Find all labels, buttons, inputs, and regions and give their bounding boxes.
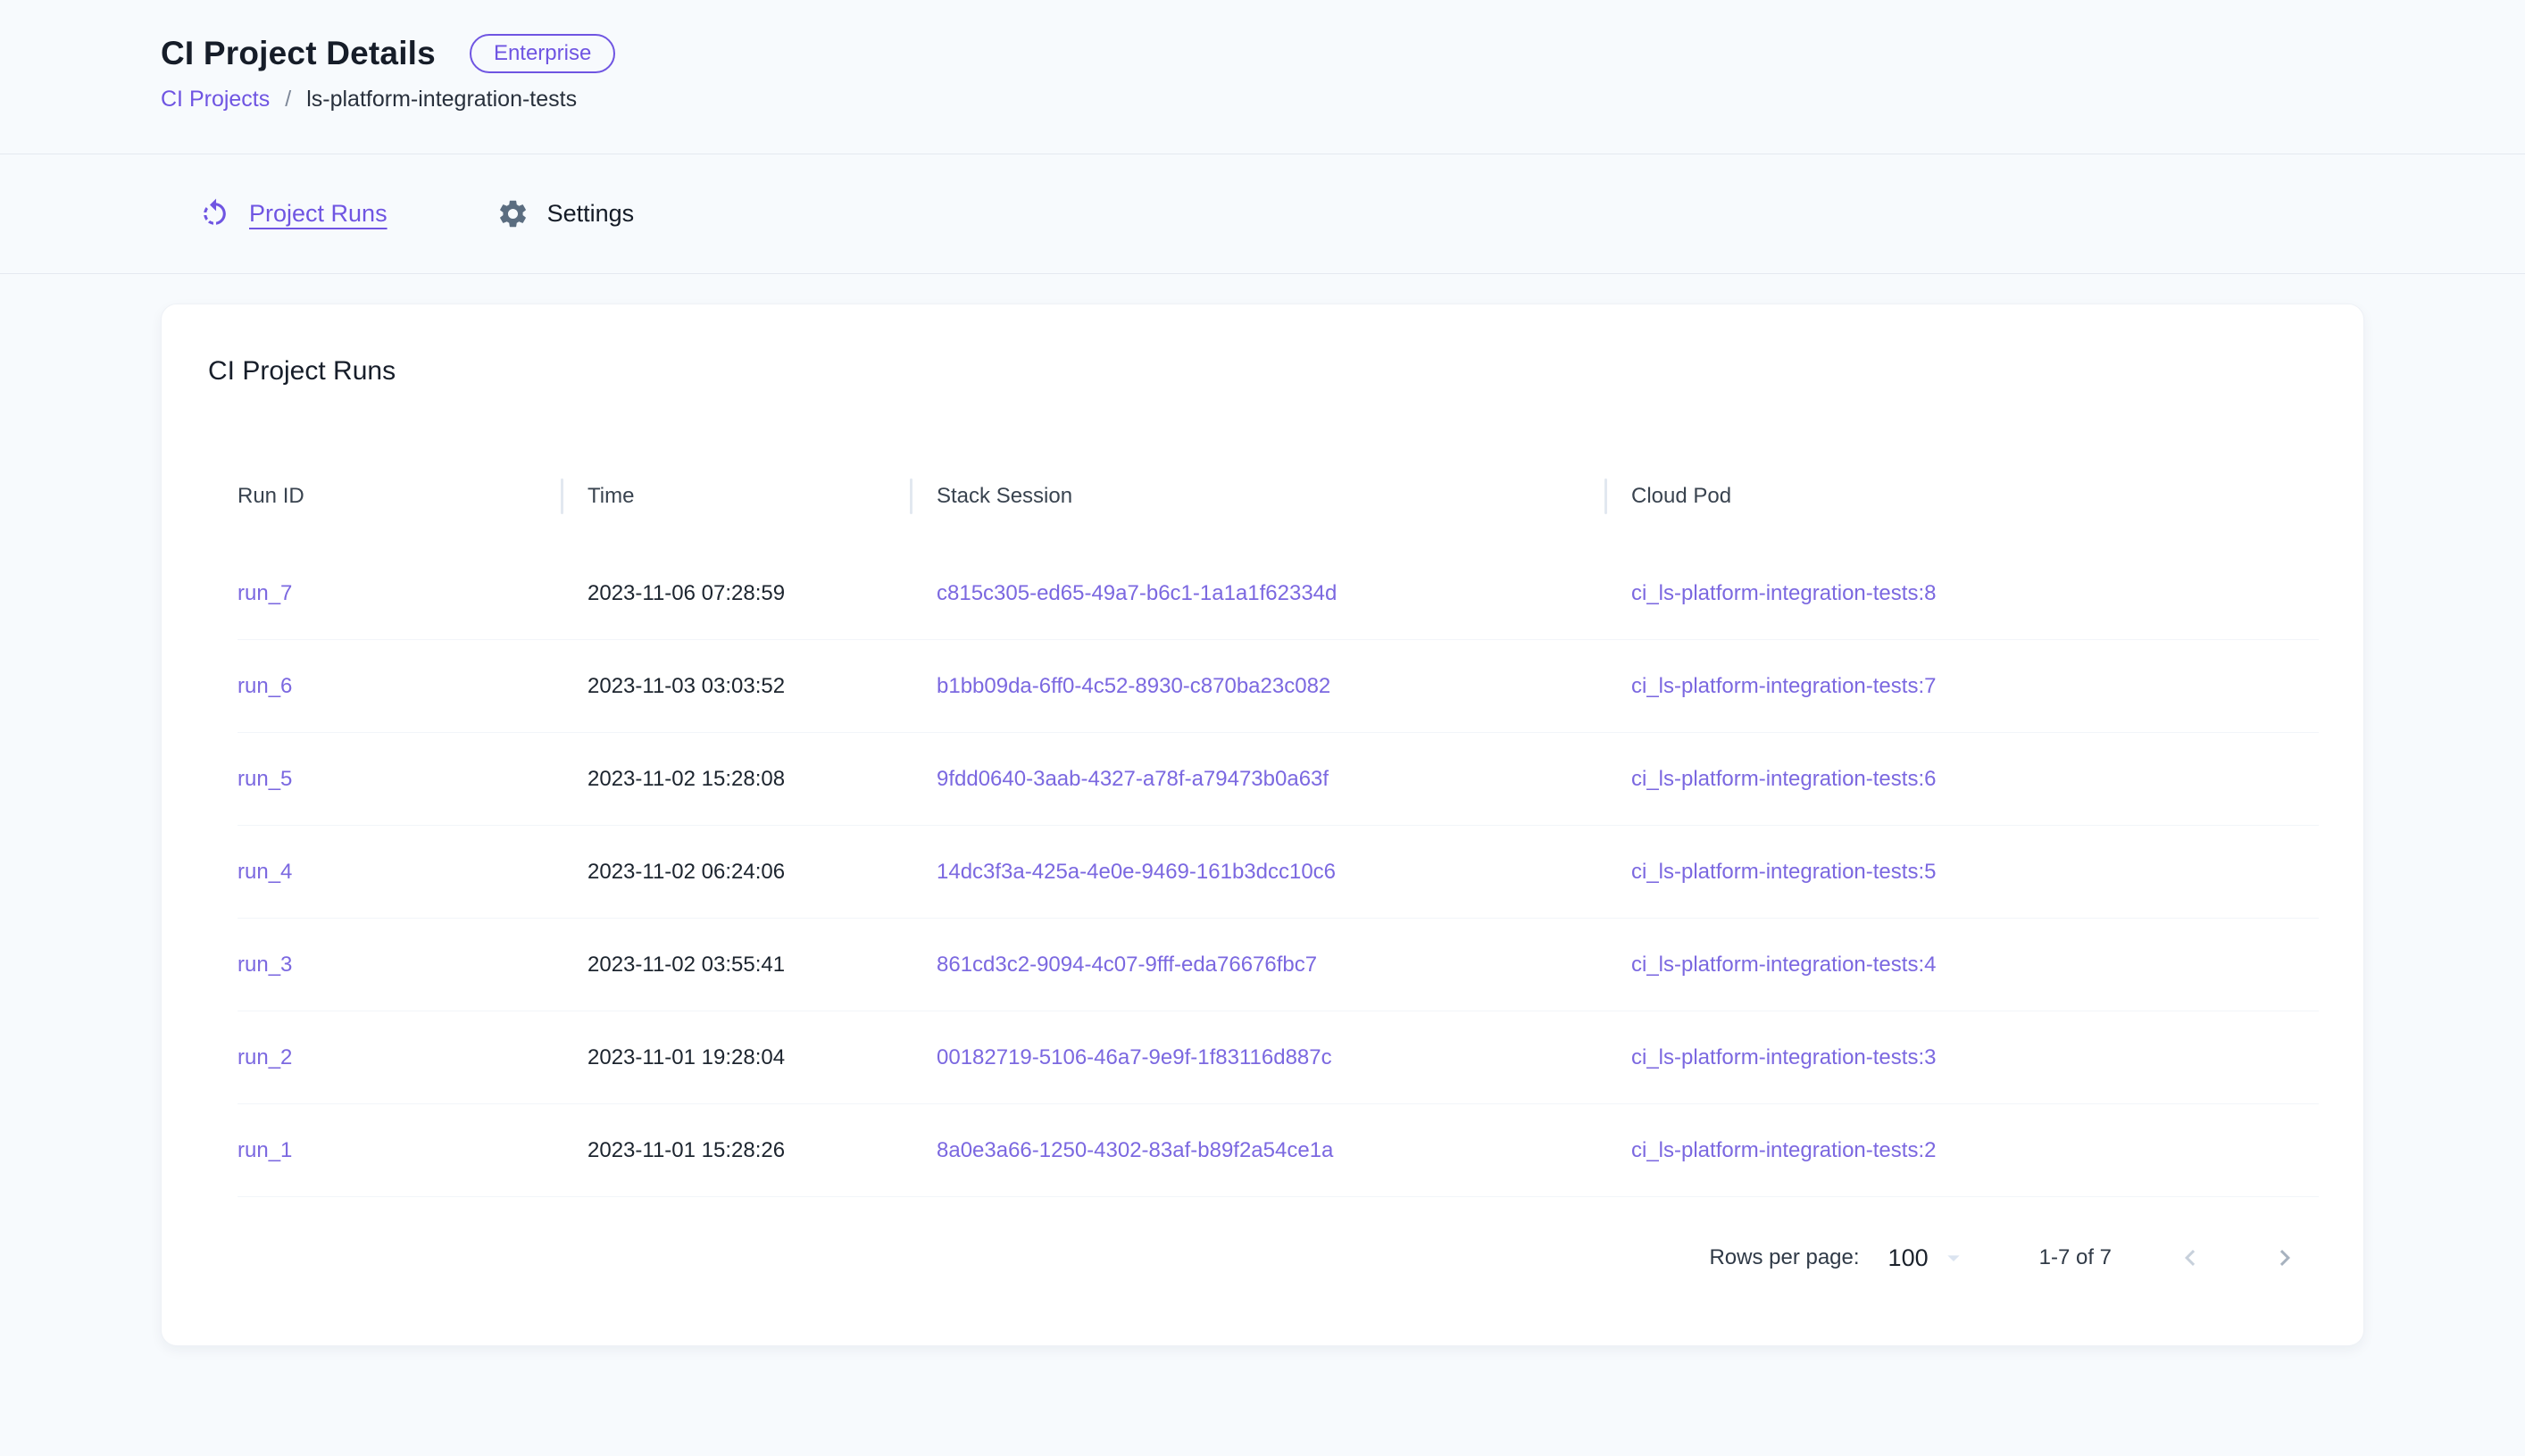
run-time: 2023-11-02 03:55:41	[588, 952, 786, 977]
cloud-pod-link[interactable]: ci_ls-platform-integration-tests:8	[1631, 580, 1937, 605]
column-header-cloud-pod: Cloud Pod	[1604, 484, 2319, 509]
table-row: run_3 2023-11-02 03:55:41 861cd3c2-9094-…	[238, 919, 2319, 1011]
pagination-range: 1-7 of 7	[2038, 1245, 2112, 1269]
runs-table: Run ID Time Stack Session Cloud Pod run_…	[238, 465, 2319, 1295]
cloud-pod-link[interactable]: ci_ls-platform-integration-tests:7	[1631, 673, 1937, 698]
main-content: CI Project Runs Run ID Time Stack Sessio…	[0, 304, 2525, 1346]
cloud-pod-link[interactable]: ci_ls-platform-integration-tests:4	[1631, 952, 1937, 977]
tab-project-runs-label[interactable]: Project Runs	[249, 200, 388, 227]
table-row: run_2 2023-11-01 19:28:04 00182719-5106-…	[238, 1011, 2319, 1104]
table-row: run_1 2023-11-01 15:28:26 8a0e3a66-1250-…	[238, 1104, 2319, 1197]
stack-session-link[interactable]: c815c305-ed65-49a7-b6c1-1a1a1f62334d	[937, 580, 1338, 605]
title-row: CI Project Details Enterprise	[161, 34, 2525, 74]
rows-per-page-select[interactable]: 100	[1888, 1244, 1968, 1272]
tabs-bar: Project Runs Settings	[0, 154, 2525, 274]
enterprise-badge: Enterprise	[469, 34, 616, 74]
run-id-link[interactable]: run_1	[238, 1137, 293, 1162]
breadcrumb-link-ci-projects[interactable]: CI Projects	[161, 87, 271, 112]
run-time: 2023-11-03 03:03:52	[588, 673, 786, 698]
run-time: 2023-11-02 06:24:06	[588, 859, 786, 884]
previous-page-button[interactable]	[2174, 1242, 2206, 1274]
stack-session-link[interactable]: 14dc3f3a-425a-4e0e-9469-161b3dcc10c6	[937, 859, 1337, 884]
run-id-link[interactable]: run_6	[238, 673, 293, 698]
table-row: run_7 2023-11-06 07:28:59 c815c305-ed65-…	[238, 547, 2319, 640]
ci-project-runs-card: CI Project Runs Run ID Time Stack Sessio…	[161, 304, 2364, 1346]
stack-session-link[interactable]: 861cd3c2-9094-4c07-9fff-eda76676fbc7	[937, 952, 1318, 977]
card-title: CI Project Runs	[208, 356, 396, 386]
next-page-button[interactable]	[2269, 1242, 2301, 1274]
table-row: run_6 2023-11-03 03:03:52 b1bb09da-6ff0-…	[238, 640, 2319, 733]
breadcrumb-separator: /	[285, 87, 292, 112]
run-id-link[interactable]: run_5	[238, 766, 293, 791]
run-time: 2023-11-01 15:28:26	[588, 1137, 786, 1162]
cloud-pod-link[interactable]: ci_ls-platform-integration-tests:5	[1631, 859, 1937, 884]
run-id-link[interactable]: run_7	[238, 580, 293, 605]
tab-project-runs[interactable]: Project Runs	[198, 197, 388, 230]
breadcrumb-current: ls-platform-integration-tests	[306, 87, 578, 112]
stack-session-link[interactable]: 9fdd0640-3aab-4327-a78f-a79473b0a63f	[937, 766, 1329, 791]
run-time: 2023-11-06 07:28:59	[588, 580, 786, 605]
page-title: CI Project Details	[161, 34, 436, 71]
history-icon	[198, 197, 231, 230]
run-id-link[interactable]: run_4	[238, 859, 293, 884]
rows-per-page-label: Rows per page:	[1709, 1245, 1860, 1269]
stack-session-link[interactable]: 00182719-5106-46a7-9e9f-1f83116d887c	[937, 1044, 1332, 1069]
column-header-stack-session: Stack Session	[910, 484, 1604, 509]
run-id-link[interactable]: run_3	[238, 952, 293, 977]
run-id-link[interactable]: run_2	[238, 1044, 293, 1069]
tab-settings[interactable]: Settings	[496, 197, 635, 230]
column-header-time: Time	[561, 484, 910, 509]
dropdown-arrow-icon	[1946, 1255, 1960, 1261]
run-time: 2023-11-01 19:28:04	[588, 1044, 786, 1069]
stack-session-link[interactable]: 8a0e3a66-1250-4302-83af-b89f2a54ce1a	[937, 1137, 1334, 1162]
cloud-pod-link[interactable]: ci_ls-platform-integration-tests:3	[1631, 1044, 1937, 1069]
table-body: run_7 2023-11-06 07:28:59 c815c305-ed65-…	[238, 528, 2319, 1197]
chevron-right-icon	[2279, 1250, 2290, 1266]
breadcrumb: CI Projects / ls-platform-integration-te…	[161, 87, 2525, 112]
page-header: CI Project Details Enterprise CI Project…	[0, 0, 2525, 154]
rows-per-page-value: 100	[1888, 1244, 1929, 1271]
tab-settings-label: Settings	[546, 200, 635, 227]
cloud-pod-link[interactable]: ci_ls-platform-integration-tests:2	[1631, 1137, 1937, 1162]
cloud-pod-link[interactable]: ci_ls-platform-integration-tests:6	[1631, 766, 1937, 791]
chevron-left-icon	[2185, 1250, 2196, 1266]
stack-session-link[interactable]: b1bb09da-6ff0-4c52-8930-c870ba23c082	[937, 673, 1331, 698]
table-row: run_5 2023-11-02 15:28:08 9fdd0640-3aab-…	[238, 733, 2319, 826]
run-time: 2023-11-02 15:28:08	[588, 766, 786, 791]
table-row: run_4 2023-11-02 06:24:06 14dc3f3a-425a-…	[238, 826, 2319, 919]
pagination: Rows per page: 100 1-7 of 7	[238, 1220, 2319, 1295]
gear-icon	[496, 197, 529, 230]
table-header-row: Run ID Time Stack Session Cloud Pod	[238, 465, 2319, 528]
column-header-run-id: Run ID	[238, 484, 304, 508]
